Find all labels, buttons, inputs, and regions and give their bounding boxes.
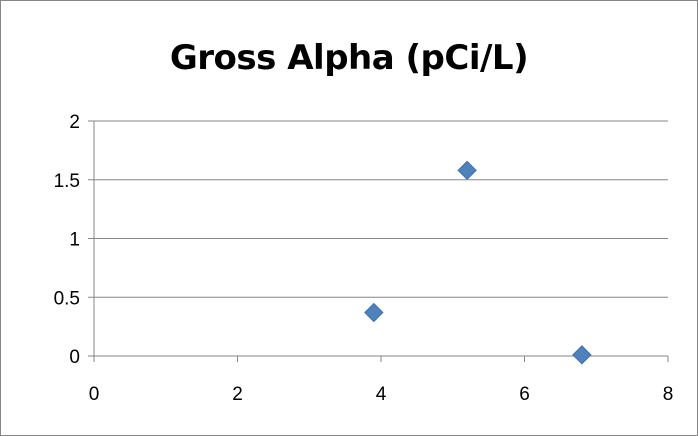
data-point (572, 345, 592, 365)
y-tick-label: 1 (69, 230, 80, 251)
x-tick-label: 8 (663, 384, 674, 405)
y-tick-label: 1.5 (54, 171, 80, 192)
x-tick-label: 0 (89, 384, 100, 405)
data-point (457, 160, 477, 181)
chart-title: Gross Alpha (pCi/L) (169, 38, 529, 78)
x-tick-label: 2 (232, 384, 243, 405)
y-tick-label: 0.5 (54, 288, 80, 309)
data-point (364, 302, 384, 323)
y-tick-label: 0 (69, 347, 80, 368)
x-tick-label: 6 (519, 384, 530, 405)
x-tick-label: 4 (376, 384, 387, 405)
y-tick-label: 2 (69, 112, 80, 133)
